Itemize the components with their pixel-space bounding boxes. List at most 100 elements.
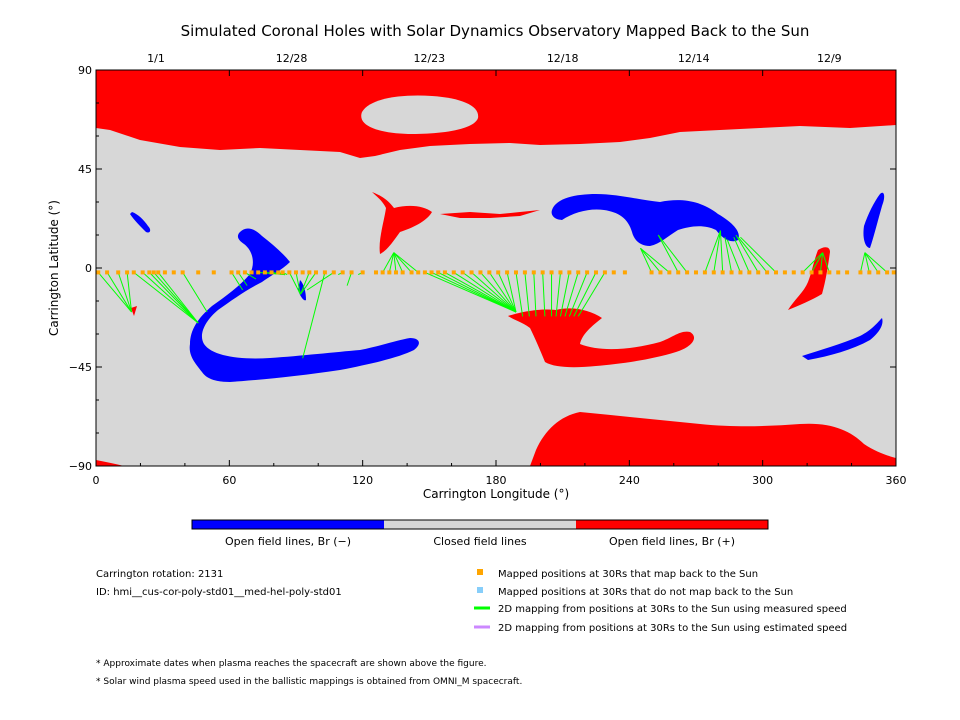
mapping-line	[393, 252, 404, 273]
mapped-point	[349, 270, 354, 275]
mapped-point	[236, 270, 241, 275]
mapped-point	[702, 270, 707, 275]
mapped-point	[774, 270, 778, 275]
mapped-point	[280, 270, 285, 275]
mapping-line	[182, 272, 208, 313]
legend: Mapped positions at 30Rs that map back t…	[474, 569, 847, 634]
mapped-point	[738, 270, 743, 275]
mapping-line	[157, 272, 199, 324]
mapped-point	[585, 270, 590, 275]
mapping-line	[811, 252, 824, 273]
mapped-point	[276, 270, 281, 275]
negative-hole-north-arc	[551, 194, 739, 246]
mapped-point	[885, 270, 890, 275]
mapping-line	[382, 252, 395, 273]
date-tick-label: 12/14	[678, 52, 710, 65]
mapping-line	[480, 272, 517, 313]
mapping-line	[288, 272, 301, 295]
colorbar-label-closed: Closed field lines	[433, 535, 527, 548]
mapping-line	[524, 272, 530, 317]
date-tick-label: 1/1	[147, 52, 165, 65]
mapped-point	[162, 270, 167, 275]
mapped-point	[409, 270, 414, 275]
positive-hole-200	[508, 308, 695, 368]
mapping-line	[533, 272, 537, 317]
mapping-line	[657, 234, 688, 273]
x-tick-label: 240	[619, 474, 640, 487]
mapping-line	[864, 252, 888, 273]
mapped-point	[711, 270, 716, 275]
mapping-line	[733, 236, 750, 273]
mapped-point	[676, 270, 681, 275]
north-polar-hole	[96, 70, 896, 158]
mapped-point	[540, 270, 545, 275]
mapped-point	[451, 270, 456, 275]
mapping-line	[453, 271, 517, 313]
mapped-point	[394, 270, 398, 275]
mapped-point	[442, 270, 447, 275]
mapped-point	[800, 270, 805, 275]
x-tick-label: 120	[352, 474, 373, 487]
mapping-line	[740, 236, 777, 273]
x-tick-label: 0	[93, 474, 100, 487]
mapping-line	[564, 272, 579, 317]
y-tick-label: 45	[78, 163, 92, 176]
mapping-line	[462, 271, 517, 313]
mapped-point	[827, 270, 832, 275]
mapped-point	[387, 270, 392, 275]
mapped-point	[229, 270, 234, 275]
colorbar-frame	[191, 519, 769, 530]
colorbar-negative	[192, 520, 384, 529]
mapped-point	[602, 270, 607, 275]
mapping-line	[704, 230, 721, 273]
mapping-line	[142, 272, 199, 324]
positive-dot-16	[131, 306, 137, 316]
mapped-point	[649, 270, 654, 275]
y-tick-label: −90	[69, 460, 92, 473]
mapping-line	[346, 272, 353, 286]
mapping-line	[117, 272, 133, 313]
legend-measured-label: 2D mapping from positions at 30Rs to the…	[498, 604, 847, 615]
x-tick-label: 300	[752, 474, 773, 487]
model-id-text: ID: hmi__cus-cor-poly-std01__med-hel-pol…	[96, 587, 342, 598]
mapped-point	[262, 270, 267, 275]
note-dates: * Approximate dates when plasma reaches …	[96, 659, 487, 669]
date-tick-label: 12/23	[413, 52, 445, 65]
mapped-point	[331, 270, 336, 275]
mapping-line	[713, 230, 721, 273]
mapping-line	[300, 272, 317, 295]
mapped-point	[374, 270, 378, 275]
mapping-line	[577, 272, 606, 317]
positive-hole-325	[788, 247, 830, 310]
mapping-line	[302, 272, 326, 359]
x-axis-label: Carrington Longitude (°)	[423, 487, 569, 501]
mapped-point	[125, 270, 130, 275]
mapped-point	[314, 270, 318, 275]
mapping-line	[726, 239, 741, 273]
mapped-point	[845, 270, 850, 275]
mapped-point	[658, 270, 663, 275]
mapped-point	[380, 270, 385, 275]
mapping-line	[737, 236, 768, 273]
mapping-line	[295, 272, 301, 295]
mapped-point	[694, 270, 698, 275]
mapped-point	[876, 270, 881, 275]
mapped-point	[436, 270, 441, 275]
mapping-line	[819, 252, 824, 273]
mapping-lines	[97, 230, 888, 359]
mapping-line	[657, 234, 679, 273]
mapped-point	[180, 270, 185, 275]
mapping-line	[393, 252, 419, 273]
mapping-line	[568, 272, 588, 317]
mapped-point	[622, 270, 627, 275]
y-axis-ticks: 90 45 0 −45 −90	[69, 64, 896, 473]
positive-hole-135	[372, 192, 432, 254]
mapping-line	[133, 272, 199, 324]
mapped-point	[522, 270, 527, 275]
mapped-point	[256, 270, 261, 275]
mapping-line	[506, 272, 517, 313]
mapped-point	[611, 270, 616, 275]
negative-hole-main-arc	[189, 228, 419, 382]
legend-mapped-label: Mapped positions at 30Rs that map back t…	[498, 569, 758, 580]
